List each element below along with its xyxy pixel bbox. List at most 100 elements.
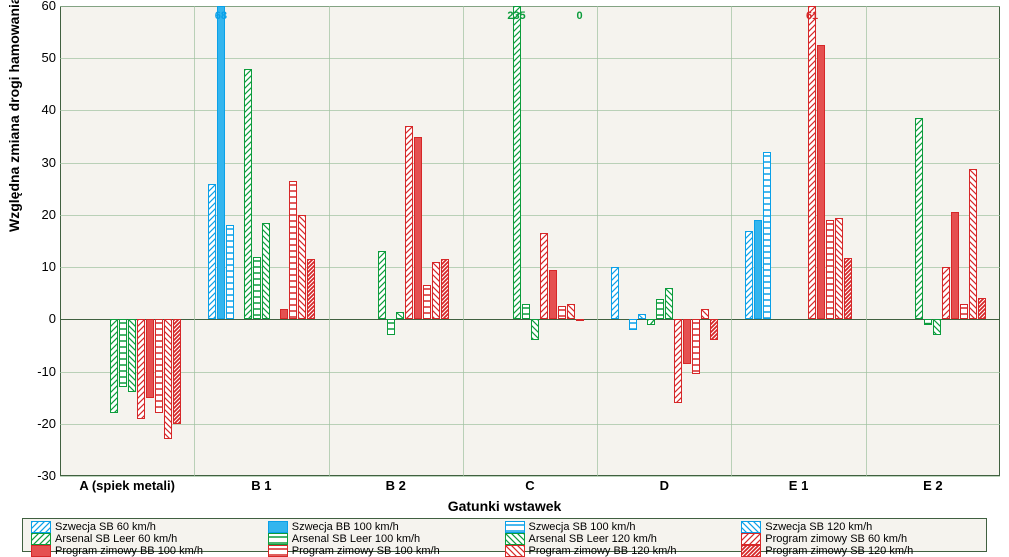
y-tick: 10 [28,259,56,274]
y-tick: 50 [28,50,56,65]
bar-ar120 [396,312,404,320]
bar-pz100 [558,306,566,319]
bar-pz120 [576,319,584,321]
bar-pz100b [549,270,557,320]
bar-pz100 [155,319,163,413]
legend-item: Program zimowy SB 120 km/h [741,545,978,557]
legend-swatch [268,533,288,545]
legend-label: Program zimowy SB 100 km/h [292,545,440,557]
x-axis-label: Gatunki wstawek [448,498,562,514]
bar-annotation: 235 [507,10,525,22]
legend-swatch [31,521,51,533]
gridline-v [194,6,195,476]
bar-sw60 [208,184,216,320]
legend-row: Arsenal SB Leer 60 km/h Arsenal SB Leer 1… [31,533,978,545]
gridline-h [60,424,1000,425]
bar-pz120 [307,259,315,319]
y-tick: 60 [28,0,56,13]
legend-item: Arsenal SB Leer 100 km/h [268,533,505,545]
legend-item: Arsenal SB Leer 60 km/h [31,533,268,545]
gridline-h [60,110,1000,111]
legend-item: Program zimowy BB 100 km/h [31,545,268,557]
bar-ar60 [915,118,923,319]
bar-pz60 [674,319,682,403]
x-tick: D [660,478,669,493]
bar-sw100 [763,152,771,319]
bar-annotation: 61 [806,10,818,22]
bar-sw100b [754,220,762,319]
legend-swatch [505,545,525,557]
legend-row: Szwecja SB 60 km/hSzwecja BB 100 km/hSzw… [31,521,978,533]
bar-ar120 [933,319,941,335]
legend-swatch [31,533,51,545]
bar-annotation: 0 [576,10,582,22]
bar-pz100 [960,304,968,320]
x-tick: B 2 [386,478,406,493]
bar-pz100b [817,45,825,319]
legend-swatch [741,533,761,545]
bar-pz100 [423,285,431,319]
gridline-v [731,6,732,476]
bar-ar120 [531,319,539,340]
gridline-v [463,6,464,476]
bar-pz100b [280,309,288,319]
bar-pz60 [137,319,145,418]
bar-ar100 [656,299,664,319]
legend-item: Szwecja BB 100 km/h [268,521,505,533]
gridline-h [60,163,1000,164]
bar-pz60 [405,126,413,319]
bar-pz120 [844,258,852,320]
legend-swatch [505,521,525,533]
bar-pz120 [978,298,986,319]
bar-sw60 [611,267,619,319]
y-tick: -20 [28,416,56,431]
legend-swatch [505,533,525,545]
bar-ar60 [244,69,252,320]
legend-swatch [31,545,51,557]
x-tick: E 2 [923,478,943,493]
bar-ar60 [647,319,655,324]
y-axis-label: Względna zmiana drogi hamowania [%] [6,0,22,232]
bar-pz100b [683,319,691,363]
bar-pz60 [942,267,950,319]
bar-ar60 [110,319,118,413]
y-tick: 0 [28,311,56,326]
bar-pz120b [432,262,440,319]
bar-ar60 [378,251,386,319]
gridline-h [60,372,1000,373]
legend-item: Szwecja SB 100 km/h [505,521,742,533]
legend-item: Program zimowy BB 120 km/h [505,545,742,557]
y-tick: 40 [28,102,56,117]
bar-sw100b [217,6,225,319]
bar-pz120b [164,319,172,439]
legend-label: Szwecja SB 120 km/h [765,521,872,533]
legend-label: Arsenal SB Leer 120 km/h [529,533,657,545]
chart-page: Względna zmiana drogi hamowania [%] Gatu… [0,0,1009,557]
bar-pz120b [835,218,843,320]
legend-label: Szwecja SB 100 km/h [529,521,636,533]
bar-sw60 [745,231,753,320]
legend-item: Program zimowy SB 60 km/h [741,533,978,545]
legend-item: Arsenal SB Leer 120 km/h [505,533,742,545]
bar-ar120 [262,223,270,320]
bar-pz120b [567,304,575,320]
legend-label: Program zimowy SB 60 km/h [765,533,907,545]
gridline-h [60,267,1000,268]
legend-swatch [268,521,288,533]
y-tick: 30 [28,155,56,170]
legend-label: Arsenal SB Leer 100 km/h [292,533,420,545]
bar-pz100b [951,212,959,319]
y-tick: -30 [28,468,56,483]
legend-label: Program zimowy BB 120 km/h [529,545,677,557]
bar-sw120 [638,314,646,319]
bar-sw100 [629,319,637,329]
bar-pz120b [701,309,709,319]
gridline-v [866,6,867,476]
bar-pz120 [441,259,449,319]
x-tick: A (spiek metali) [79,478,175,493]
bar-ar100 [522,304,530,320]
legend-swatch [268,545,288,557]
gridline-v [597,6,598,476]
legend-swatch [741,545,761,557]
bar-ar120 [128,319,136,392]
